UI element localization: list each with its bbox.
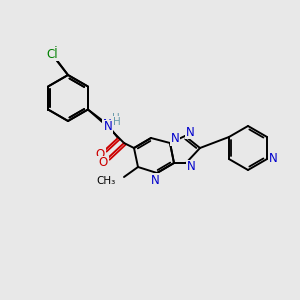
Text: H: H [112,113,120,123]
Text: N: N [151,173,159,187]
Text: O: O [98,157,108,169]
Text: N: N [171,133,179,146]
Text: N: N [103,121,112,134]
Text: N: N [187,160,195,173]
Text: O: O [95,148,105,160]
Text: N: N [186,125,194,139]
Text: Cl: Cl [46,47,58,61]
Text: CH₃: CH₃ [97,176,116,186]
Text: N: N [103,118,111,130]
Text: H: H [113,117,121,127]
Text: N: N [269,152,278,166]
Text: Cl: Cl [46,46,58,59]
